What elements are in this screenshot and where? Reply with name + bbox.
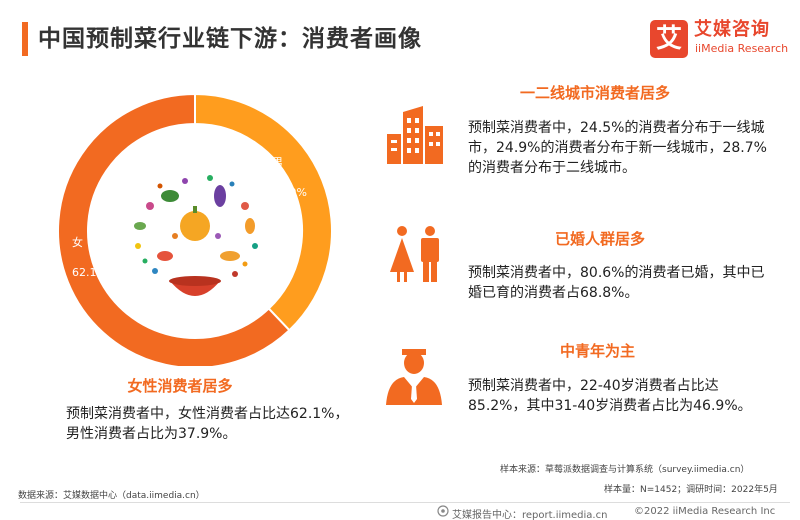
report-site: 艾媒报告中心：report.iimedia.cn (452, 510, 608, 520)
title-accent-bar (22, 22, 28, 56)
donut-slice-0 (194, 92, 333, 332)
married-description: 预制菜消费者中，80.6%的消费者已婚，其中已婚已育的消费者占68.8%。 (468, 265, 765, 301)
donut-label-0: 男 (272, 156, 283, 169)
donut-slice-1 (57, 92, 291, 366)
businessman-icon (386, 349, 442, 405)
iimedia-logo: 艾 艾媒咨询 iiMedia Research (650, 18, 790, 62)
donut-label-1: 女 (72, 235, 83, 249)
couple-icon (390, 226, 439, 282)
donut-value-0: 37.9% (272, 186, 307, 199)
copyright: ©2022 iiMedia Research Inc (634, 506, 776, 517)
sample-size: 样本量：N=1452；调研时间：2022年5月 (604, 485, 778, 495)
data-source: 数据来源：艾媒数据中心（data.iimedia.cn） (18, 491, 205, 501)
footer-divider (20, 502, 790, 503)
gender-donut-chart: 男 37.9% 女 62.1% (57, 92, 333, 366)
logo-name: 艾媒咨询 (694, 19, 770, 40)
report-center-icon (437, 505, 449, 517)
city-description: 预制菜消费者中，24.5%的消费者分布于一线城市，24.9%的消费者分布于新一线… (468, 120, 767, 176)
page-title: 中国预制菜行业链下游：消费者画像 (38, 26, 422, 52)
city-buildings-icon (387, 106, 443, 164)
city-heading: 一二线城市消费者居多 (520, 84, 671, 102)
female-description: 预制菜消费者中，女性消费者占比达62.1%，男性消费者占比为37.9%。 (66, 406, 349, 442)
age-heading: 中青年为主 (560, 342, 636, 360)
female-heading: 女性消费者居多 (127, 377, 233, 395)
married-heading: 已婚人群居多 (555, 230, 646, 248)
vegetables-illustration (134, 175, 258, 296)
donut-value-1: 62.1% (72, 266, 107, 279)
logo-english-name: iiMedia Research (695, 42, 789, 55)
logo-mark: 艾 (650, 20, 688, 58)
sample-source: 样本来源：草莓派数据调查与计算系统（survey.iimedia.cn） (500, 465, 750, 475)
age-description: 预制菜消费者中，22-40岁消费者占比达85.2%，其中31-40岁消费者占比为… (468, 378, 752, 414)
